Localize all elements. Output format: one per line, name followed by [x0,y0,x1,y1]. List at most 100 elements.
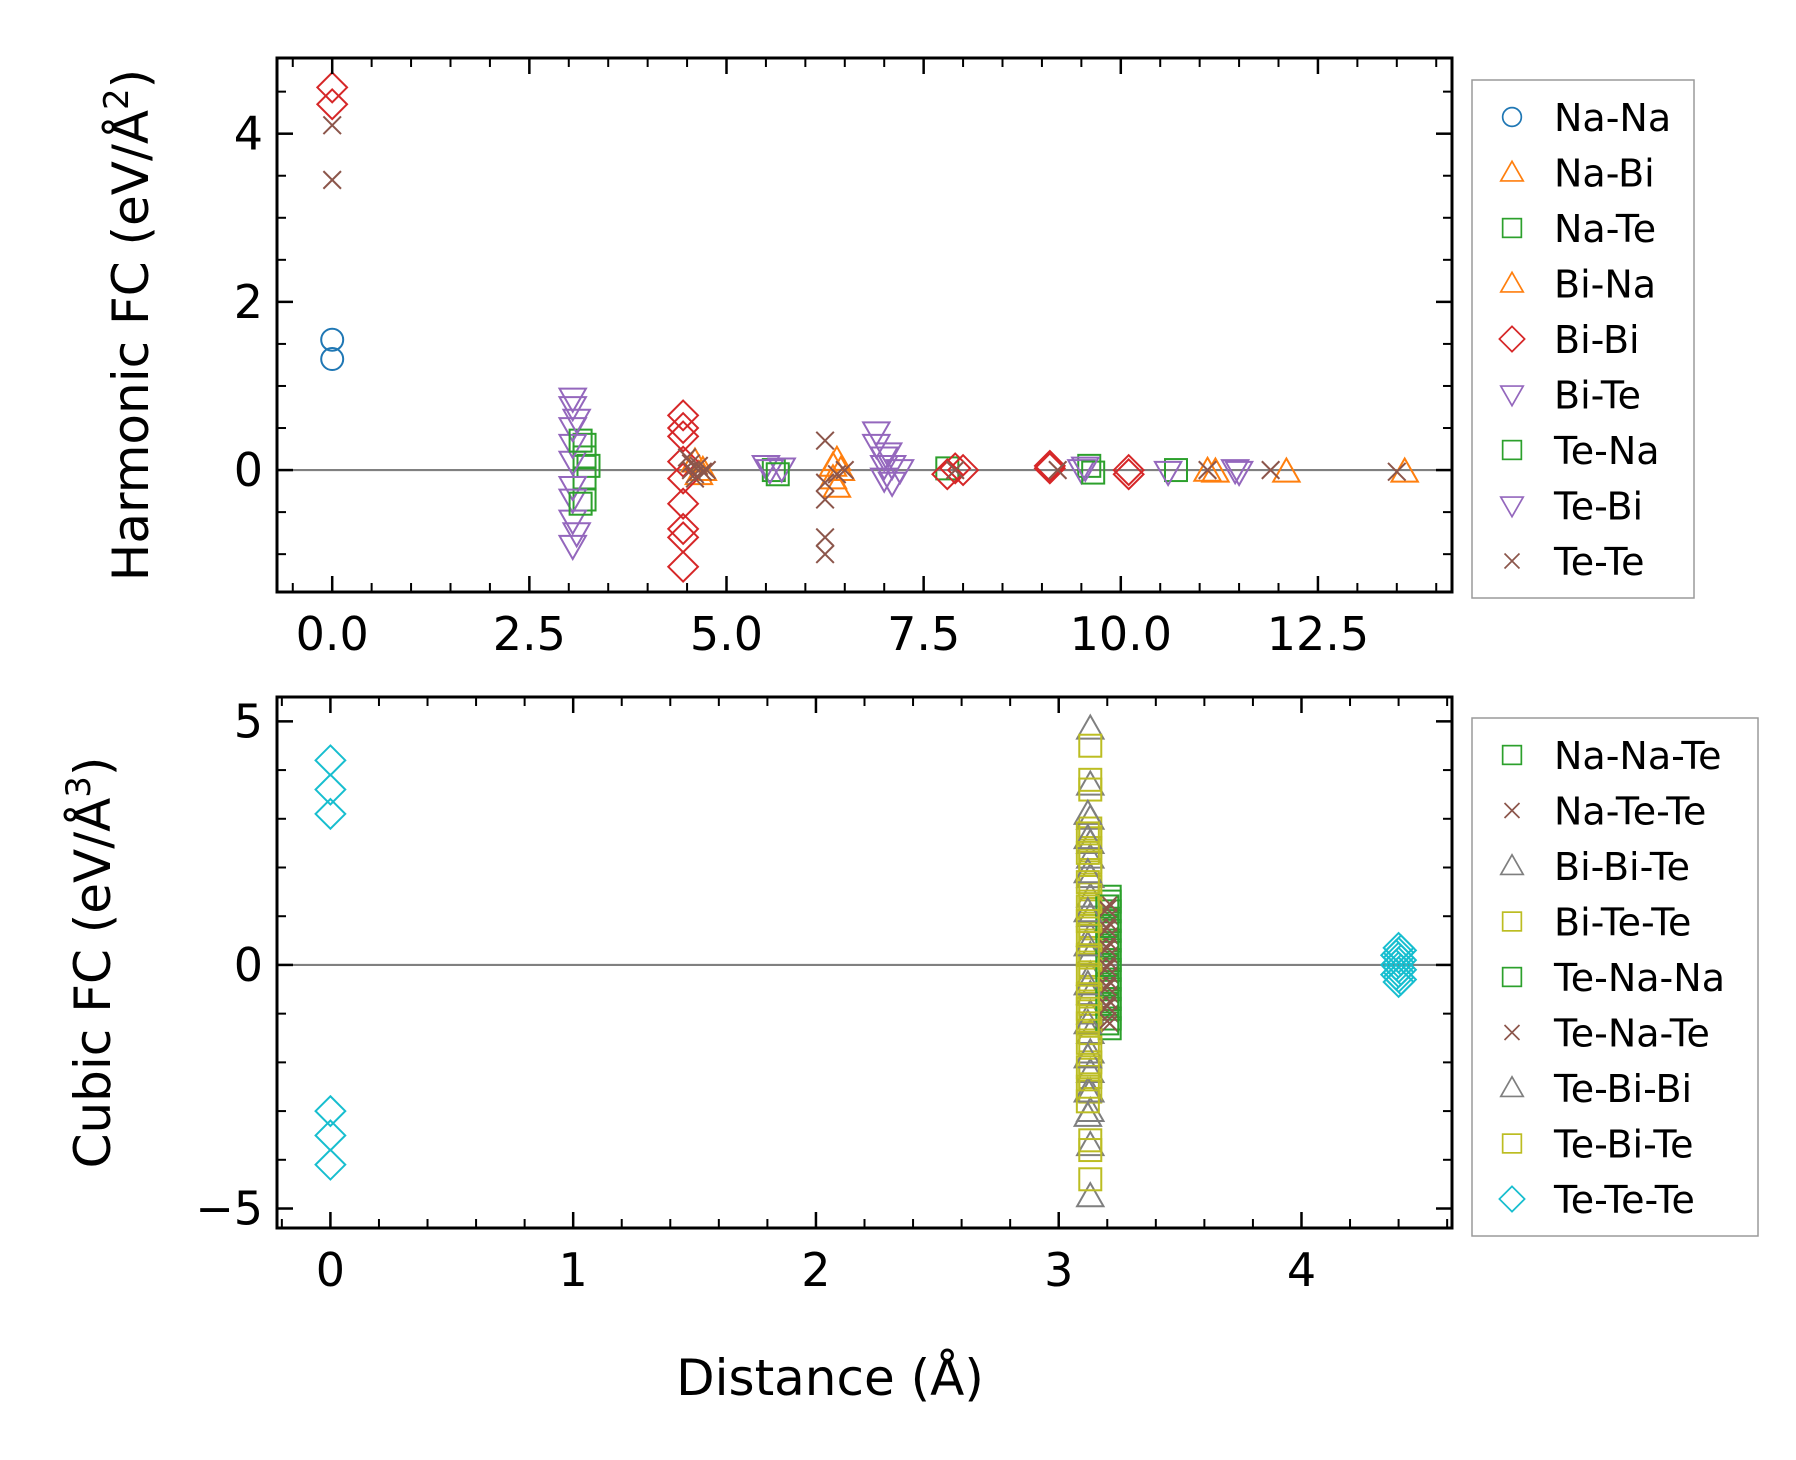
point-te-te-te [314,773,347,806]
legend-label: Bi-Bi [1554,318,1640,362]
legend-marker [1498,325,1526,353]
point-te-bi-te [1075,962,1100,987]
point-na-na [320,347,345,372]
point-te-te-te [314,797,347,831]
point-bi-te [877,471,908,498]
point-na-bi [821,444,852,471]
point-bi-bi [946,453,980,487]
point-te-te [945,460,965,480]
legend-marker [1503,1024,1521,1041]
legend-marker [1503,802,1521,819]
harmonic-fc-panel: 0.0 2.5 5.0 7.5 10.0 12.5 0 2 4 Harmonic FC (eV/Å… [97,56,1695,661]
legend-marker [1499,1075,1525,1098]
x-tick-label: 2 [801,1243,830,1297]
point-bi-te-te [1078,1050,1103,1075]
legend-label: Te-Na-Te [1553,1012,1710,1056]
legend-label: Bi-Na [1554,263,1656,307]
legend-item: Na-Na-Te [1501,734,1722,778]
point-te-te [815,431,835,451]
point-bi-te [861,421,892,448]
point-te-te-te [314,744,347,777]
point-na-na [320,327,345,352]
legend-marker [1499,496,1525,519]
point-te-bi-te [1075,1074,1100,1099]
point-na-te-te [1100,965,1120,985]
point-te-na-na [1095,952,1120,977]
point-te-bi-bi [1072,823,1103,850]
x-tick-label: 12.5 [1267,607,1369,661]
legend-item: Bi-Na [1499,263,1656,307]
point-te-bi-te [1075,996,1100,1021]
point-bi-te [557,387,588,414]
point-bi-bi [315,87,349,121]
y-axis-title-base: Cubic FC (eV/Å [64,798,122,1169]
point-te-te [815,473,835,493]
x-tick-label: 3 [1044,1243,1073,1297]
y-axis-title-base: Harmonic FC (eV/Å [102,110,160,581]
point-bi-bi [666,445,700,478]
point-bi-bi [666,420,700,453]
point-bi-te-te [1078,1064,1103,1089]
legend-item: Bi-Bi-Te [1499,845,1690,889]
point-bi-te [1224,460,1255,487]
legend-label: Bi-Te-Te [1554,901,1691,945]
point-te-bi-te [1075,982,1100,1007]
y-axis-title: Cubic FC (eV/Å3) [59,757,122,1169]
point-te-na-te [1097,957,1117,977]
point-bi-te [557,475,588,503]
legend: Na-Na-Te Na-Te-Te Bi-Bi-Te Bi-Te-Te Te-Na-Na… [1471,717,1759,1237]
point-te-na-te [1097,899,1117,919]
legend-label: Te-Na [1553,429,1660,473]
legend-box [1471,717,1759,1237]
legend: Na-Na Na-Bi Na-Te Bi-Na Bi-Bi Bi-Te Te-Na Te-Bi… [1471,79,1695,599]
legend-item: Te-Bi-Te [1501,1123,1693,1167]
axes-frame [275,56,1454,594]
point-te-bi-te [1075,1011,1100,1036]
legend-item: Te-Te [1503,540,1645,584]
point-te-te [697,460,717,480]
legend-item: Te-Na [1501,429,1660,473]
point-te-bi [877,454,908,482]
axes-frame [275,695,1454,1230]
point-bi-bi [666,399,700,432]
legend-item: Na-Te [1501,207,1656,251]
point-te-na-te [1097,938,1117,958]
x-tick-label: 7.5 [887,607,960,661]
point-bi-te-te [1078,938,1103,963]
y-axis-title-exponent: 3 [59,776,99,798]
point-te-te-te [314,1094,347,1128]
point-bi-bi [666,521,700,554]
legend-item: Te-Te-Te [1498,1178,1695,1222]
point-bi-bi-te [1075,1129,1106,1157]
point-bi-te-te [1078,1006,1103,1031]
point-te-na [1081,460,1106,485]
legend-marker [1501,966,1523,988]
point-na-te [1163,458,1188,483]
point-te-bi-te [1075,840,1100,865]
legend-marker [1503,552,1521,570]
x-tick-label: 2.5 [493,607,566,661]
point-te-te [815,527,835,547]
point-na-te-te [1100,906,1120,926]
point-bi-te [557,433,588,461]
y-axis-title: Harmonic FC (eV/Å2) [97,69,160,581]
legend-label: Na-Bi [1554,152,1655,196]
point-te-na-te [1097,1011,1117,1031]
legend-marker [1501,744,1523,766]
y-tick-label: 4 [234,107,263,161]
legend-item: Te-Na-Na [1501,956,1725,1000]
point-bi-bi [315,71,349,104]
point-bi-te [557,509,588,536]
y-axis-title-close: ) [102,69,160,89]
legend-marker [1501,911,1523,932]
legend-marker [1499,159,1525,182]
legend-marker [1499,270,1525,293]
point-bi-te [885,459,915,486]
legend-label: Te-Na-Na [1553,956,1725,1000]
point-bi-bi [666,512,700,546]
point-bi-bi [1112,453,1145,487]
point-te-te [685,468,705,488]
point-bi-te [869,446,900,473]
point-te-bi-bi [1072,1100,1103,1127]
